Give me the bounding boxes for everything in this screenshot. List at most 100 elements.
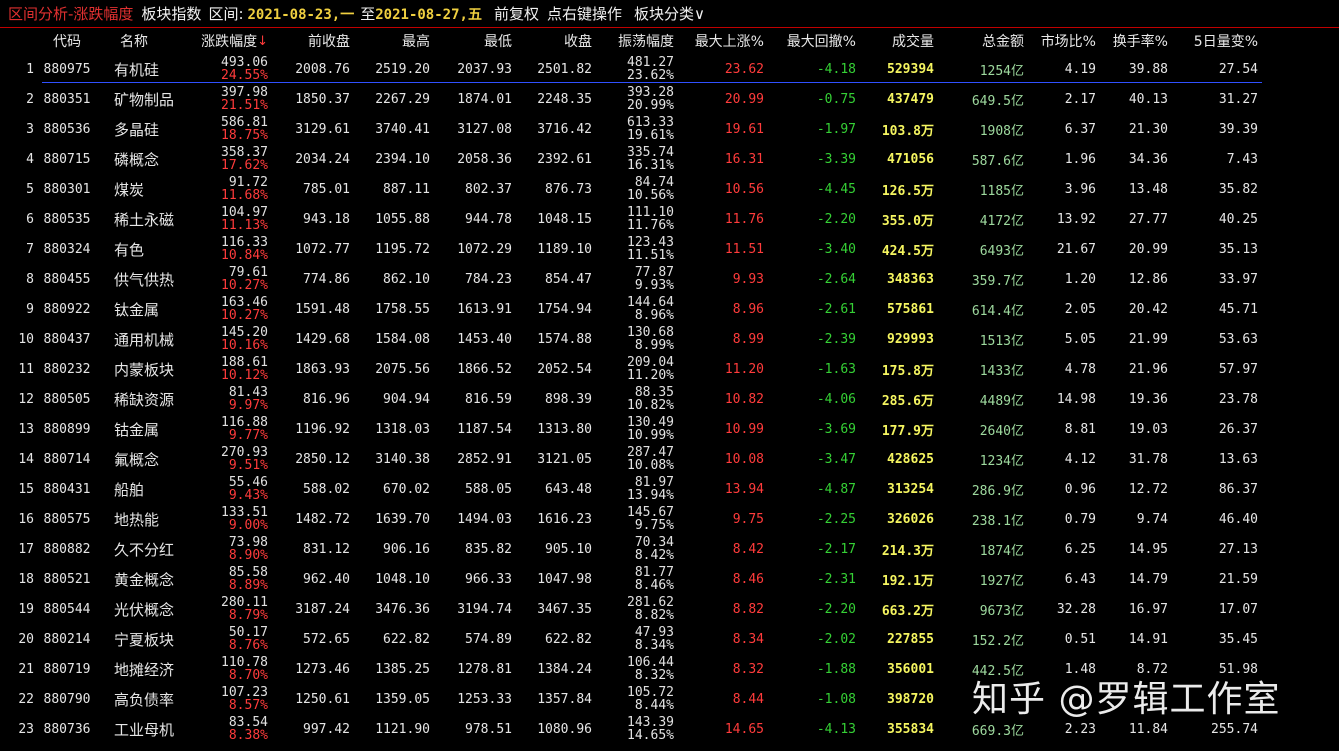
row-volume: 398720 — [887, 691, 934, 707]
row-index: 18 — [18, 571, 34, 587]
row-prev-close: 2034.24 — [295, 151, 350, 167]
row-amplitude: 47.93 8.34% — [600, 624, 674, 654]
row-change-percent: 8.79% — [228, 608, 268, 623]
table-row[interactable]: 22 880790 高负债率 1250.61 1359.05 1253.33 1357.84… — [0, 684, 1339, 714]
col-change[interactable]: 涨跌幅度 ↓ — [190, 28, 268, 54]
table-row[interactable]: 2 880351 矿物制品 1850.37 2267.29 1874.01 2248.35 2… — [0, 84, 1339, 114]
row-amount: 4489亿 — [979, 393, 1024, 409]
row-close: 2052.54 — [537, 361, 592, 377]
col-max-drawdown[interactable]: 最大回撤% — [786, 34, 856, 50]
row-change: 85.58 8.89% — [190, 564, 268, 594]
adjust-menu[interactable]: 前复权 — [493, 5, 539, 23]
col-low[interactable]: 最低 — [484, 34, 512, 50]
row-market-share: 1.48 — [1064, 661, 1096, 677]
row-close: 622.82 — [545, 631, 592, 647]
row-turnover: 40.13 — [1128, 91, 1168, 107]
table-row[interactable]: 13 880899 钴金属 1196.92 1318.03 1187.54 1313.80 1… — [0, 414, 1339, 444]
row-prev-close: 816.96 — [303, 391, 350, 407]
col-5day-volume-change[interactable]: 5日量变% — [1193, 34, 1258, 50]
table-row[interactable]: 18 880521 黄金概念 962.40 1048.10 966.33 1047.98 8.… — [0, 564, 1339, 594]
end-date[interactable]: 2021-08-27,五 — [375, 6, 482, 23]
table-row[interactable]: 21 880719 地摊经济 1273.46 1385.25 1278.81 1384.24… — [0, 654, 1339, 684]
table-row[interactable]: 6 880535 稀土永磁 943.18 1055.88 944.78 1048.15 11.… — [0, 204, 1339, 234]
table-row[interactable]: 17 880882 久不分红 831.12 906.16 835.82 905.10 8.42… — [0, 534, 1339, 564]
col-amount[interactable]: 总金额 — [982, 34, 1024, 50]
table-row[interactable]: 7 880324 有色 1072.77 1195.72 1072.29 1189.10 11.… — [0, 234, 1339, 264]
category-menu[interactable]: 板块分类∨ — [633, 5, 705, 23]
table-row[interactable]: 14 880714 氟概念 2850.12 3140.38 2852.91 3121.05 1… — [0, 444, 1339, 474]
col-name[interactable]: 名称 — [120, 34, 148, 50]
row-5day-volume-change: 31.27 — [1218, 91, 1258, 107]
row-name: 高负债率 — [114, 690, 175, 709]
row-turnover: 34.36 — [1128, 151, 1168, 167]
row-change-value: 83.54 — [228, 715, 268, 730]
row-amplitude: 88.35 10.82% — [600, 384, 674, 414]
row-high: 1639.70 — [375, 511, 430, 527]
range-label: 区间: — [208, 5, 244, 23]
row-5day-volume-change: 35.45 — [1218, 631, 1258, 647]
row-change: 73.98 8.90% — [190, 534, 268, 564]
row-code: 880455 — [43, 271, 91, 287]
row-amplitude-percent: 9.93% — [634, 278, 674, 293]
row-low: 802.37 — [465, 181, 512, 197]
table-row[interactable]: 12 880505 稀缺资源 816.96 904.94 816.59 898.39 10.8… — [0, 384, 1339, 414]
row-amplitude-value: 81.77 — [634, 565, 674, 580]
right-click-menu[interactable]: 点右键操作 — [546, 5, 622, 23]
col-market-share[interactable]: 市场比% — [1040, 34, 1096, 50]
table-row[interactable]: 4 880715 磷概念 2034.24 2394.10 2058.36 2392.61 16… — [0, 144, 1339, 174]
row-index: 22 — [18, 691, 34, 707]
row-market-share: 1.96 — [1064, 151, 1096, 167]
row-max-drawdown: -1.63 — [816, 361, 856, 377]
row-max-drawdown: -2.25 — [816, 511, 856, 527]
col-prev-close[interactable]: 前收盘 — [308, 34, 350, 50]
col-volume[interactable]: 成交量 — [892, 34, 934, 50]
row-amplitude-value: 613.33 — [627, 115, 674, 130]
col-max-up[interactable]: 最大上涨% — [694, 34, 764, 50]
col-amplitude[interactable]: 振荡幅度 — [618, 34, 674, 50]
row-market-share: 4.19 — [1064, 61, 1096, 77]
row-amount: 587.6亿 — [971, 153, 1024, 169]
row-index: 20 — [18, 631, 34, 647]
row-turnover: 20.99 — [1128, 241, 1168, 257]
col-high[interactable]: 最高 — [402, 34, 430, 50]
row-5day-volume-change: 27.13 — [1218, 541, 1258, 557]
row-turnover: 19.03 — [1128, 421, 1168, 437]
row-amplitude-value: 106.44 — [627, 655, 674, 670]
table-row[interactable]: 10 880437 通用机械 1429.68 1584.08 1453.40 1574.88… — [0, 324, 1339, 354]
row-prev-close: 3129.61 — [295, 121, 350, 137]
table-row[interactable]: 11 880232 内蒙板块 1863.93 2075.56 1866.52 2052.54… — [0, 354, 1339, 384]
table-row[interactable]: 5 880301 煤炭 785.01 887.11 802.37 876.73 10.56 -4… — [0, 174, 1339, 204]
row-amount: 2640亿 — [979, 423, 1024, 439]
table-row[interactable]: 9 880922 钛金属 1591.48 1758.55 1613.91 1754.94 8.… — [0, 294, 1339, 324]
table-row[interactable]: 8 880455 供气供热 774.86 862.10 784.23 854.47 9.93 -… — [0, 264, 1339, 294]
row-change-value: 73.98 — [228, 535, 268, 550]
row-index: 12 — [18, 391, 34, 407]
row-code: 880790 — [43, 691, 91, 707]
row-change-value: 79.61 — [228, 265, 268, 280]
row-high: 2519.20 — [375, 61, 430, 77]
table-row[interactable]: 19 880544 光伏概念 3187.24 3476.36 3194.74 3467.35… — [0, 594, 1339, 624]
row-turnover: 13.48 — [1128, 181, 1168, 197]
row-5day-volume-change: 46.40 — [1218, 511, 1258, 527]
row-amplitude-value: 47.93 — [634, 625, 674, 640]
row-max-up: 19.61 — [724, 121, 764, 137]
start-date[interactable]: 2021-08-23,一 — [247, 6, 355, 23]
row-change: 163.46 10.27% — [190, 294, 268, 324]
row-amount: 238.1亿 — [971, 513, 1024, 529]
table-row[interactable]: 1 880975 有机硅 2008.76 2519.20 2037.93 2501.82 23… — [0, 54, 1339, 84]
col-close[interactable]: 收盘 — [564, 34, 592, 50]
row-max-drawdown: -2.20 — [816, 211, 856, 227]
row-name: 钴金属 — [114, 420, 160, 439]
row-max-drawdown: -1.88 — [816, 661, 856, 677]
table-row[interactable]: 23 880736 工业母机 997.42 1121.90 978.51 1080.96 14… — [0, 714, 1339, 744]
row-volume: 424.5万 — [881, 243, 934, 259]
row-volume: 313254 — [887, 481, 934, 497]
col-code[interactable]: 代码 — [53, 34, 81, 50]
row-change-percent: 11.13% — [221, 218, 268, 233]
col-turnover[interactable]: 换手率% — [1112, 34, 1168, 50]
table-row[interactable]: 16 880575 地热能 1482.72 1639.70 1494.03 1616.23 9… — [0, 504, 1339, 534]
table-row[interactable]: 3 880536 多晶硅 3129.61 3740.41 3127.08 3716.42 19… — [0, 114, 1339, 144]
row-name: 矿物制品 — [114, 90, 175, 109]
table-row[interactable]: 20 880214 宁夏板块 572.65 622.82 574.89 622.82 8.34… — [0, 624, 1339, 654]
table-row[interactable]: 15 880431 船舶 588.02 670.02 588.05 643.48 13.94 -… — [0, 474, 1339, 504]
